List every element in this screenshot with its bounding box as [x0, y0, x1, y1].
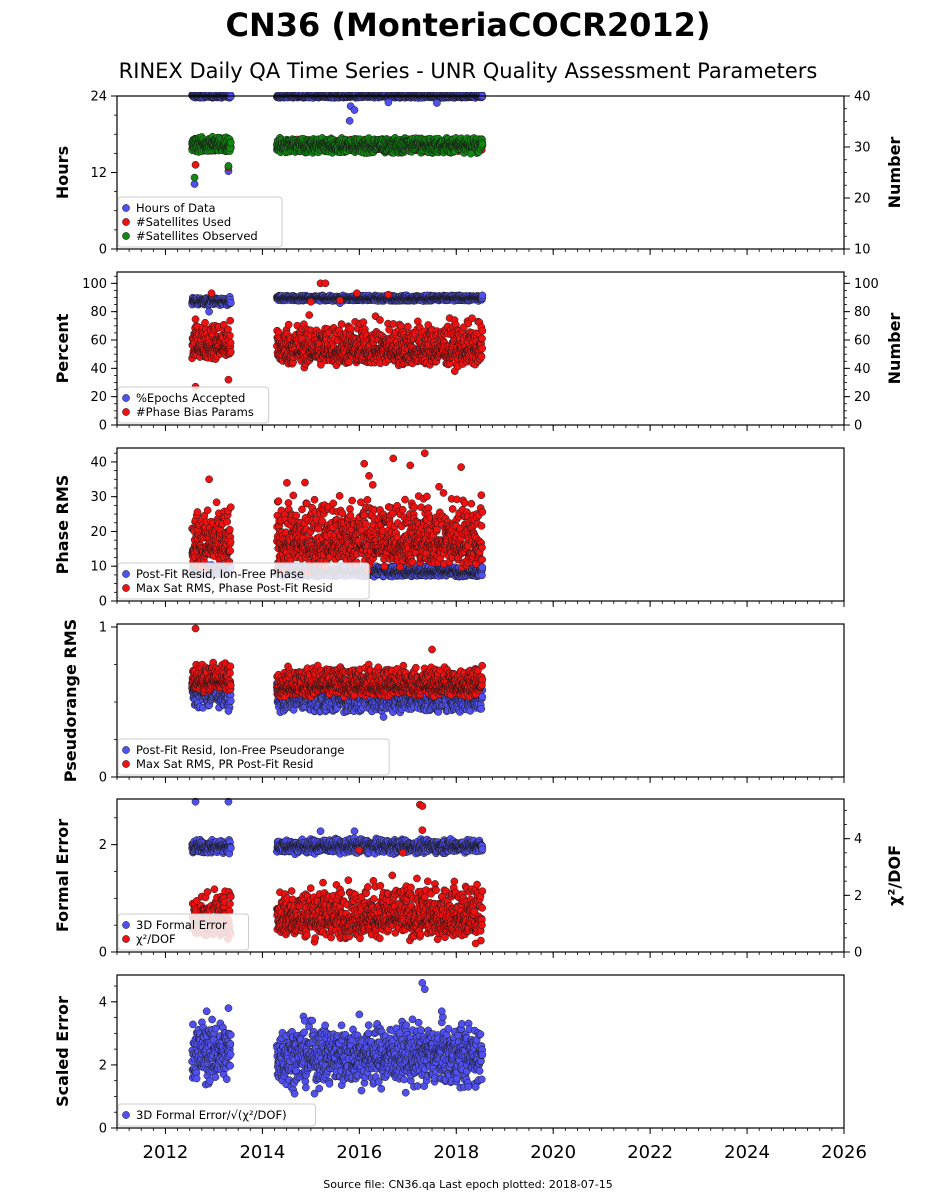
- data-point: [478, 291, 487, 300]
- legend-label: #Satellites Observed: [136, 229, 258, 243]
- data-point: [191, 315, 200, 324]
- data-point: [226, 298, 235, 307]
- ytick-label: 0: [99, 243, 107, 258]
- outlier-point: [191, 161, 200, 169]
- outlier-point: [466, 149, 475, 158]
- ytick-right-label: 10: [854, 243, 871, 258]
- outlier-point: [433, 99, 441, 107]
- figure-title: CN36 (MonteriaCOCR2012): [225, 6, 710, 44]
- series-%Epochs Accepted: [188, 291, 487, 316]
- legend-label: Hours of Data: [136, 201, 216, 215]
- ylabel-left: Hours: [53, 146, 72, 199]
- figure-subtitle: RINEX Daily QA Time Series - UNR Quality…: [119, 59, 818, 83]
- data-point: [226, 138, 235, 147]
- legend: Hours of Data#Satellites Used#Satellites…: [117, 196, 283, 248]
- data-point: [478, 140, 487, 149]
- data-point: [284, 320, 293, 329]
- panel-2-points: [188, 279, 487, 391]
- data-point: [226, 316, 234, 325]
- data-point: [226, 338, 235, 347]
- outlier-point: [205, 307, 213, 316]
- ytick-label: 24: [90, 90, 107, 105]
- legend-marker: [122, 232, 130, 240]
- outlier-point: [190, 180, 199, 188]
- panel-2: 020406080100020406080100NumberPercent%Ep…: [53, 271, 904, 434]
- data-point: [226, 348, 235, 356]
- legend-marker: [122, 218, 130, 226]
- outlier-point: [350, 106, 359, 114]
- outlier-point: [384, 98, 393, 107]
- ytick-right-label: 40: [854, 90, 871, 105]
- panel-1-points: [188, 92, 487, 188]
- outlier-point: [345, 117, 354, 125]
- ylabel-right: Number: [885, 137, 904, 209]
- outlier-point: [190, 173, 199, 182]
- outlier-point: [224, 162, 233, 170]
- ytick-label: 12: [90, 166, 107, 181]
- legend-marker: [122, 204, 130, 212]
- data-point: [201, 318, 209, 327]
- ytick-right-label: 30: [854, 141, 871, 156]
- series-#Satellites Observed: [188, 132, 487, 182]
- ytick-right-label: 20: [854, 192, 871, 207]
- data-point: [226, 331, 234, 340]
- legend-label: #Satellites Used: [136, 215, 231, 229]
